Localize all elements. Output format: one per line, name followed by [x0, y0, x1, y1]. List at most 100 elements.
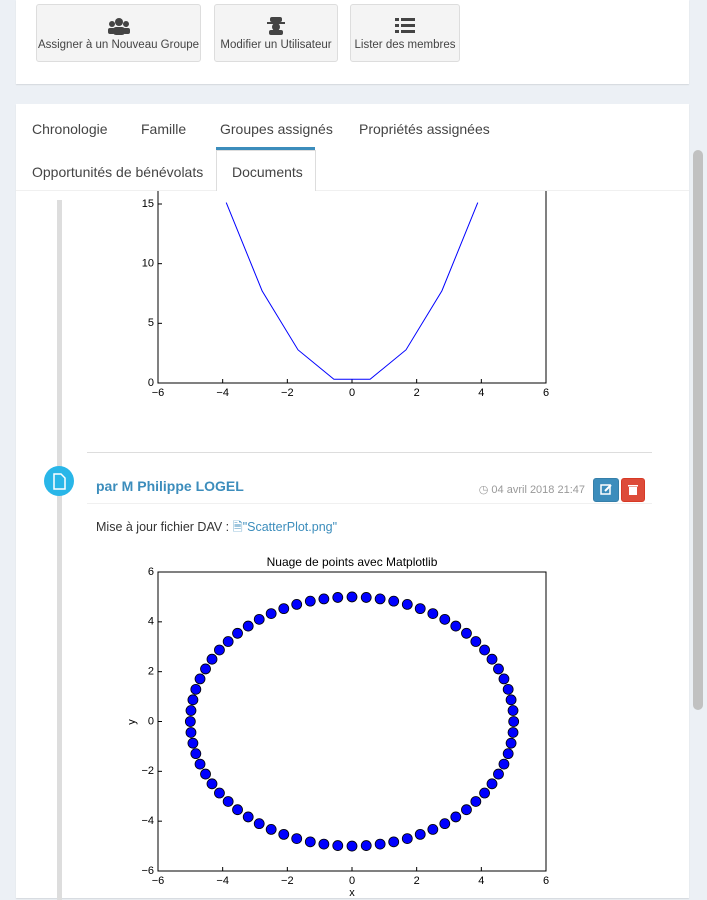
point — [498, 758, 510, 770]
point — [187, 737, 199, 749]
y-tick-label: −6 — [141, 865, 154, 877]
point — [200, 768, 211, 780]
tab[interactable]: Documents — [232, 164, 303, 180]
file-icon — [53, 473, 66, 490]
plot-frame — [157, 191, 547, 384]
point — [253, 818, 265, 830]
y-tick-label: 4 — [148, 616, 154, 628]
entry-text: Mise à jour fichier DAV : 🗎"ScatterPlot.… — [96, 518, 337, 539]
author[interactable]: par M Philippe LOGEL — [96, 478, 244, 494]
file-name[interactable]: "ScatterPlot.png" — [242, 520, 338, 534]
point — [346, 840, 358, 852]
tab[interactable]: Opportunités de bénévolats — [32, 164, 204, 180]
point — [184, 716, 196, 727]
button-label: Lister des membres — [354, 39, 456, 51]
button[interactable]: Lister des membres — [350, 4, 460, 62]
point — [304, 595, 316, 607]
timeline-icon — [44, 466, 74, 496]
file-link[interactable]: 🗎"ScatterPlot.png" — [232, 520, 338, 534]
edit-button[interactable] — [593, 478, 619, 502]
point — [190, 748, 202, 760]
x-tick-label: 2 — [414, 875, 420, 887]
point — [439, 818, 451, 830]
tab[interactable]: Groupes assignés — [220, 121, 333, 137]
active-tab[interactable] — [216, 150, 316, 193]
delete-button[interactable] — [621, 478, 645, 502]
point — [401, 598, 413, 610]
point — [291, 833, 303, 845]
point — [493, 768, 504, 780]
point — [493, 663, 504, 675]
point — [332, 840, 344, 851]
x-tick-label: −2 — [281, 387, 294, 399]
date: ◷ 04 avril 2018 21:47 — [478, 484, 585, 496]
button[interactable]: Assigner à un Nouveau Groupe — [36, 4, 201, 62]
y-tick-label: 0 — [148, 715, 154, 727]
date-text: 04 avril 2018 21:47 — [491, 484, 585, 496]
point — [450, 620, 462, 632]
point — [461, 627, 472, 639]
point — [304, 836, 316, 848]
y-tick-label: 2 — [148, 666, 154, 678]
point — [200, 663, 211, 675]
plot-area — [225, 202, 479, 380]
point — [318, 593, 330, 605]
toolbar: Assigner à un Nouveau Groupe Modifier un… — [16, 0, 689, 84]
point — [214, 644, 225, 656]
y-tick-label: 5 — [148, 317, 154, 329]
point — [346, 591, 358, 603]
point — [498, 673, 510, 685]
tab[interactable]: Chronologie — [32, 121, 108, 137]
point — [214, 787, 225, 799]
x-tick-label: 4 — [478, 387, 484, 399]
point — [388, 836, 400, 848]
point — [374, 838, 386, 850]
text: Mise à jour fichier DAV : — [96, 520, 230, 534]
timeline-line — [57, 200, 62, 900]
button-label: Assigner à un Nouveau Groupe — [37, 39, 200, 51]
icon — [395, 18, 415, 33]
button[interactable]: Modifier un Utilisateur — [214, 4, 338, 62]
point — [265, 608, 277, 620]
point — [360, 592, 372, 603]
point — [265, 823, 277, 835]
x-axis-label: x — [349, 887, 355, 898]
point — [461, 804, 472, 816]
plot-frame — [157, 571, 547, 872]
point — [232, 627, 243, 639]
point — [253, 613, 265, 625]
point — [318, 838, 330, 850]
x-tick-label: −4 — [216, 875, 229, 887]
x-tick-label: −6 — [152, 387, 165, 399]
x-tick-label: 4 — [478, 875, 484, 887]
point — [360, 840, 372, 851]
icon — [600, 484, 612, 495]
tab[interactable]: Propriétés assignées — [359, 121, 490, 137]
line — [225, 202, 479, 380]
x-tick-label: 2 — [414, 387, 420, 399]
y-tick-label: −4 — [141, 815, 154, 827]
point — [414, 828, 426, 840]
point — [187, 694, 199, 706]
y-axis-label: y — [126, 719, 138, 725]
point — [507, 705, 519, 716]
y-tick-label: 10 — [142, 258, 154, 270]
point — [278, 828, 290, 840]
point — [185, 727, 197, 738]
point — [291, 598, 303, 610]
x-tick-label: −2 — [281, 875, 294, 887]
tab[interactable]: Famille — [141, 121, 187, 137]
point — [206, 778, 218, 790]
point — [278, 603, 290, 615]
point — [222, 796, 234, 807]
point — [194, 758, 206, 770]
y-tick-label: 0 — [148, 377, 154, 389]
separator — [87, 452, 652, 453]
x-tick-label: −4 — [216, 387, 229, 399]
point — [470, 796, 482, 807]
x-tick-label: 6 — [543, 875, 549, 887]
y-tick-label: 15 — [142, 198, 154, 210]
x-tick-label: 0 — [349, 875, 355, 887]
scrollbar[interactable] — [693, 150, 703, 710]
